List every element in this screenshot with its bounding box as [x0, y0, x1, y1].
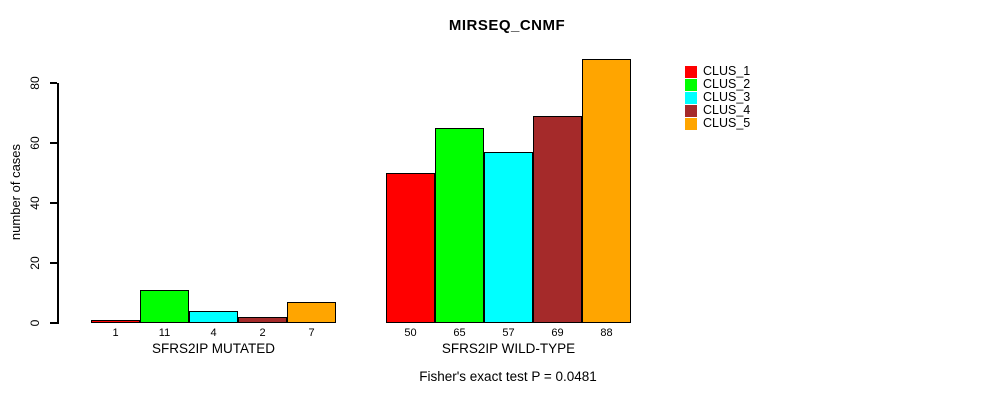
y-tick-mark: [50, 262, 57, 264]
bar-CLUS_3: [484, 152, 533, 323]
group-label-mutated: SFRS2IP MUTATED: [151, 341, 276, 356]
bar-CLUS_2: [140, 290, 189, 323]
legend: CLUS_1 CLUS_2 CLUS_3 CLUS_4 CLUS_5: [685, 65, 750, 130]
y-tick-mark: [50, 82, 57, 84]
bar-value-label: 65: [453, 327, 466, 339]
legend-swatch: [685, 78, 697, 91]
y-tick-label: 80: [28, 76, 42, 90]
y-axis-line: [57, 83, 59, 324]
bar-value-label: 88: [600, 327, 613, 339]
bar-value-label: 69: [551, 327, 564, 339]
legend-label: CLUS_2: [703, 77, 751, 91]
bar-CLUS_4: [238, 317, 287, 323]
legend-swatch: [685, 65, 697, 78]
y-tick-mark: [50, 202, 57, 204]
bar-value-label: 1: [112, 327, 119, 339]
legend-label: CLUS_1: [703, 64, 751, 78]
legend-swatch: [685, 117, 697, 130]
legend-item-CLUS_3: CLUS_3: [685, 91, 750, 104]
bar-CLUS_1: [386, 173, 435, 323]
bar-CLUS_5: [582, 59, 631, 323]
chart-title: MIRSEQ_CNMF: [448, 17, 566, 34]
legend-item-CLUS_4: CLUS_4: [685, 104, 750, 117]
legend-item-CLUS_2: CLUS_2: [685, 78, 750, 91]
bar-value-label: 50: [404, 327, 417, 339]
bar-value-label: 4: [210, 327, 217, 339]
bar-CLUS_3: [189, 311, 238, 323]
legend-item-CLUS_5: CLUS_5: [685, 117, 750, 130]
fisher-test-caption: Fisher's exact test P = 0.0481: [419, 369, 597, 384]
bar-value-label: 11: [158, 327, 171, 339]
y-tick-mark: [50, 142, 57, 144]
bar-value-label: 7: [308, 327, 315, 339]
bar-CLUS_2: [435, 128, 484, 323]
y-tick-label: 0: [28, 319, 42, 327]
bar-value-label: 57: [502, 327, 515, 339]
bar-CLUS_5: [287, 302, 336, 323]
legend-label: CLUS_4: [703, 103, 751, 117]
y-tick-label: 60: [28, 136, 42, 150]
legend-label: CLUS_5: [703, 116, 751, 130]
bar-value-label: 2: [259, 327, 266, 339]
y-tick-mark: [50, 322, 57, 324]
bar-CLUS_4: [533, 116, 582, 323]
y-tick-label: 40: [28, 196, 42, 210]
y-tick-label: 20: [28, 256, 42, 270]
y-axis-label: number of cases: [8, 143, 23, 241]
legend-item-CLUS_1: CLUS_1: [685, 65, 750, 78]
legend-swatch: [685, 91, 697, 104]
legend-swatch: [685, 104, 697, 117]
legend-label: CLUS_3: [703, 90, 751, 104]
group-label-wild-type: SFRS2IP WILD-TYPE: [441, 341, 576, 356]
bar-CLUS_1: [91, 320, 140, 323]
